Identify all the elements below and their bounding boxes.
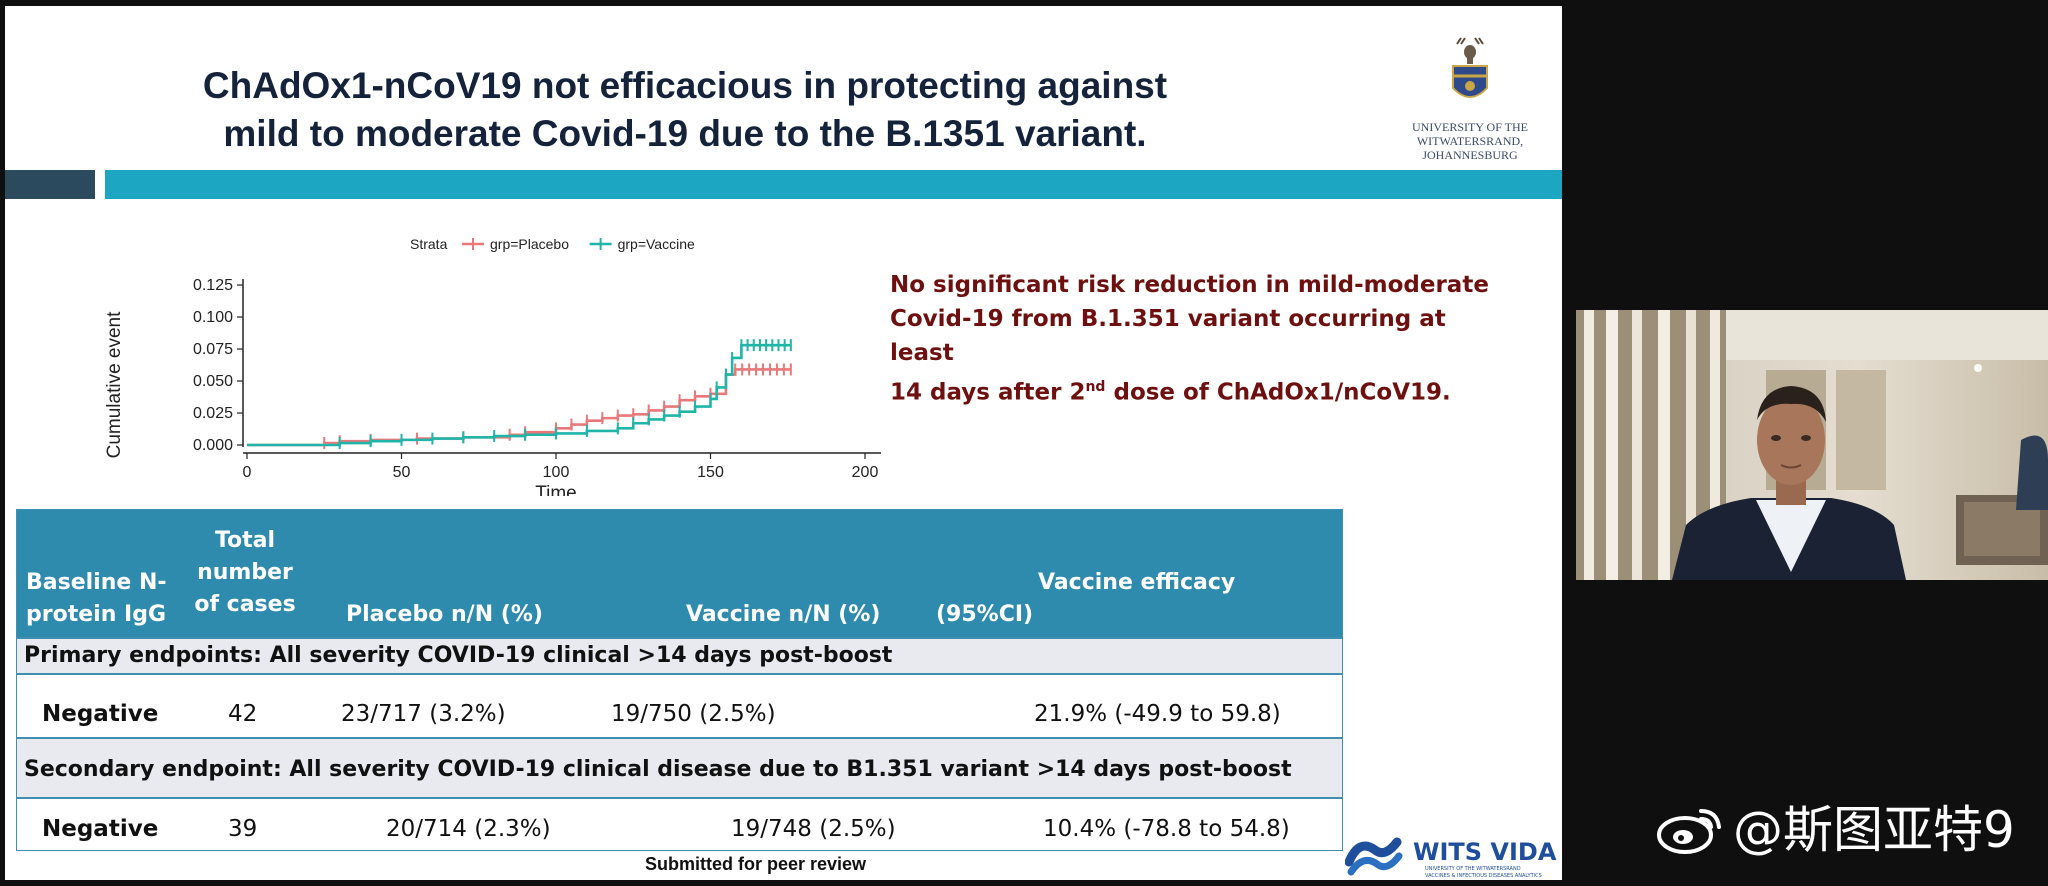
watermark-text: @斯图亚特9 bbox=[1733, 801, 2015, 859]
slide-title: ChAdOx1-nCoV19 not efficacious in protec… bbox=[65, 62, 1305, 158]
y-tick-label: 0.050 bbox=[193, 373, 233, 390]
header-placebo: Placebo n/N (%) bbox=[346, 602, 543, 627]
slide-title-line-2: mild to moderate Covid-19 due to the B.1… bbox=[223, 113, 1147, 154]
presentation-slide: ChAdOx1-nCoV19 not efficacious in protec… bbox=[5, 6, 1562, 880]
header-ci: (95%CI) bbox=[936, 602, 1034, 627]
row-primary-placebo: 23/717 (3.2%) bbox=[341, 701, 506, 727]
legend-title: Strata bbox=[410, 236, 448, 252]
row-secondary-vaccine: 19/748 (2.5%) bbox=[731, 816, 896, 842]
cumulative-event-chart: 0.000 0.025 0.050 0.075 0.100 0.125 0 50 100 150 2… bbox=[104, 236, 881, 496]
weibo-icon bbox=[1657, 809, 1721, 854]
callout-line-3-post: dose of ChAdOx1/nCoV19. bbox=[1105, 379, 1451, 406]
y-tick-label: 0.075 bbox=[193, 341, 233, 358]
wits-vida-sub-2: VACCINES & INFECTIOUS DISEASES ANALYTICS bbox=[1425, 873, 1542, 879]
row-primary-efficacy: 21.9% (-49.9 to 59.8) bbox=[1034, 701, 1281, 727]
y-tick-label: 0.025 bbox=[193, 405, 233, 422]
table-row-secondary: Negative 39 20/714 (2.3%) 19/748 (2.5%) … bbox=[16, 807, 1343, 851]
row-secondary-total: 39 bbox=[228, 816, 258, 842]
series-line-vaccine bbox=[247, 343, 791, 447]
header-vaccine-efficacy: Vaccine efficacy bbox=[1038, 570, 1236, 595]
row-secondary-efficacy: 10.4% (-78.8 to 54.8) bbox=[1043, 816, 1290, 842]
callout-line-3-pre: 14 days after 2 bbox=[890, 379, 1086, 406]
callout-line-3-sup: nd bbox=[1085, 379, 1106, 395]
speaker-webcam-feed bbox=[1576, 310, 2048, 580]
header-baseline-line-2: protein IgG bbox=[26, 602, 167, 627]
x-tick-label: 0 bbox=[243, 464, 252, 481]
secondary-endpoint-band: Secondary endpoint: All severity COVID-1… bbox=[16, 737, 1343, 799]
x-tick-label: 100 bbox=[543, 464, 570, 481]
curtain bbox=[1576, 310, 1726, 580]
header-baseline: Baseline N- protein IgG bbox=[26, 567, 167, 631]
callout-line-3: 14 days after 2nd dose of ChAdOx1/nCoV19… bbox=[890, 370, 1510, 410]
university-logo: UNIVERSITY OF THE WITWATERSRAND, JOHANNE… bbox=[1395, 36, 1545, 162]
y-tick-label: 0.125 bbox=[193, 277, 233, 294]
callout-line-1: No significant risk reduction in mild-mo… bbox=[890, 272, 1489, 298]
wits-vida-mark-icon bbox=[1345, 837, 1402, 867]
logo-text-line-3: JOHANNESBURG bbox=[1422, 148, 1518, 162]
header-baseline-line-1: Baseline N- bbox=[26, 570, 167, 595]
slide-title-line-1: ChAdOx1-nCoV19 not efficacious in protec… bbox=[202, 65, 1168, 106]
header-total-cases: Total number of cases bbox=[190, 525, 300, 621]
x-tick-label: 150 bbox=[697, 464, 724, 481]
speaker bbox=[1672, 386, 1906, 580]
header-accent-bar-dark bbox=[5, 170, 95, 199]
row-secondary-placebo: 20/714 (2.3%) bbox=[386, 816, 551, 842]
row-primary-vaccine: 19/750 (2.5%) bbox=[611, 701, 776, 727]
primary-endpoint-band: Primary endpoints: All severity COVID-19… bbox=[16, 637, 1343, 675]
efficacy-table: Baseline N- protein IgG Total number of … bbox=[16, 509, 1343, 851]
weibo-watermark: @斯图亚特9 bbox=[1655, 800, 2015, 860]
row-secondary-group: Negative bbox=[42, 816, 159, 842]
callout-line-2: Covid-19 from B.1.351 variant occurring … bbox=[890, 306, 1446, 366]
table-row-primary: Negative 42 23/717 (3.2%) 19/750 (2.5%) … bbox=[16, 691, 1343, 737]
wits-vida-sub-1: UNIVERSITY OF THE WITWATERSRAND bbox=[1425, 866, 1521, 872]
wits-vida-logo: WITS VIDA UNIVERSITY OF THE WITWATERSRAN… bbox=[1345, 837, 1557, 879]
y-axis-label: Cumulative event bbox=[104, 311, 125, 459]
row-primary-total: 42 bbox=[228, 701, 258, 727]
header-vaccine: Vaccine n/N (%) bbox=[686, 602, 881, 627]
header-total-line-3: of cases bbox=[194, 592, 296, 617]
table-header: Baseline N- protein IgG Total number of … bbox=[16, 509, 1343, 637]
footer-note: Submitted for peer review bbox=[645, 854, 867, 874]
header-accent-bar-teal bbox=[105, 170, 1562, 199]
key-finding-callout: No significant risk reduction in mild-mo… bbox=[890, 268, 1510, 410]
y-tick-label: 0.000 bbox=[193, 437, 233, 454]
logo-text-line-1: UNIVERSITY OF THE bbox=[1412, 120, 1528, 134]
x-tick-label: 200 bbox=[852, 464, 879, 481]
x-tick-label: 50 bbox=[393, 464, 411, 481]
wits-vida-name: WITS VIDA bbox=[1413, 838, 1557, 866]
y-tick-label: 0.100 bbox=[193, 309, 233, 326]
legend-entry: grp=Vaccine bbox=[618, 236, 695, 252]
row-primary-group: Negative bbox=[42, 701, 159, 727]
university-crest-icon bbox=[1452, 37, 1488, 98]
legend-entry: grp=Placebo bbox=[490, 236, 569, 252]
header-total-line-1: Total bbox=[214, 528, 276, 553]
header-total-line-2: number bbox=[197, 560, 293, 585]
x-axis-label: Time bbox=[535, 483, 577, 496]
logo-text-line-2: WITWATERSRAND, bbox=[1416, 134, 1524, 148]
